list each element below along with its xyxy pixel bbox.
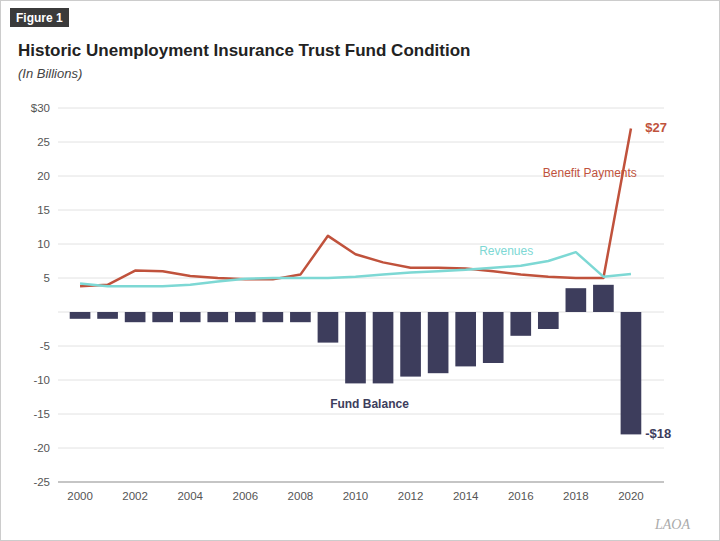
bar [152, 312, 173, 322]
grid-line [58, 210, 664, 211]
bar [510, 312, 531, 336]
bar [180, 312, 201, 322]
bar [70, 312, 91, 319]
bar [290, 312, 311, 322]
bar [483, 312, 504, 363]
grid-line [58, 414, 664, 415]
line [80, 252, 631, 286]
bar [566, 288, 587, 312]
x-tick-label: 2002 [122, 490, 148, 502]
bar [125, 312, 146, 322]
x-tick-label: 2012 [398, 490, 424, 502]
bar [263, 312, 284, 322]
line [80, 128, 631, 286]
bar [235, 312, 256, 322]
x-tick-label: 2014 [453, 490, 479, 502]
x-tick-label: 2010 [343, 490, 369, 502]
y-tick-label: 5 [44, 272, 50, 284]
y-tick-label: $30 [31, 102, 50, 114]
y-tick-label: 15 [37, 204, 50, 216]
series-label: Benefit Payments [543, 166, 637, 180]
grid-line [58, 108, 664, 109]
annotation: $27 [645, 120, 667, 135]
bar [593, 285, 614, 312]
y-tick-label: -15 [33, 408, 50, 420]
bar [621, 312, 642, 434]
grid-line [58, 142, 664, 143]
y-tick-label: 20 [37, 170, 50, 182]
y-grid [58, 108, 664, 482]
chart: Figure 1 Historic Unemployment Insurance … [0, 0, 720, 541]
x-tick-label: 2000 [67, 490, 93, 502]
grid-line [58, 448, 664, 449]
y-tick-label: -5 [40, 340, 50, 352]
bar [97, 312, 118, 319]
y-tick-label: -10 [33, 374, 50, 386]
x-axis-line [58, 482, 664, 483]
series-label: Revenues [479, 244, 533, 258]
x-tick-label: 2006 [233, 490, 259, 502]
y-tick-label: -25 [33, 476, 50, 488]
figure-label-background [10, 8, 69, 27]
y-tick-label: 10 [37, 238, 50, 250]
bar [455, 312, 476, 366]
grid-line [58, 482, 664, 483]
y-tick-label: -20 [33, 442, 50, 454]
bar [345, 312, 366, 383]
plot-marks [70, 128, 642, 434]
bar [207, 312, 228, 322]
bar [538, 312, 559, 329]
frame [1, 1, 720, 541]
bar [400, 312, 421, 377]
series-label: Fund Balance [330, 397, 409, 411]
annotation: -$18 [645, 426, 671, 441]
figure-label-box: Figure 1 [10, 8, 69, 27]
y-tick-label: 25 [37, 136, 50, 148]
x-tick-label: 2020 [618, 490, 644, 502]
watermark: LAOA [654, 517, 690, 532]
figure-label: Figure 1 [16, 11, 63, 25]
title: Historic Unemployment Insurance Trust Fu… [18, 41, 470, 60]
bar-series [70, 285, 642, 435]
bar [428, 312, 449, 373]
x-tick-label: 2004 [177, 490, 203, 502]
x-tick-label: 2018 [563, 490, 589, 502]
x-tick-label: 2008 [288, 490, 314, 502]
x-tick-label: 2016 [508, 490, 534, 502]
bar [318, 312, 339, 343]
subtitle: (In Billions) [18, 66, 82, 81]
bar [373, 312, 394, 383]
grid-line [58, 244, 664, 245]
